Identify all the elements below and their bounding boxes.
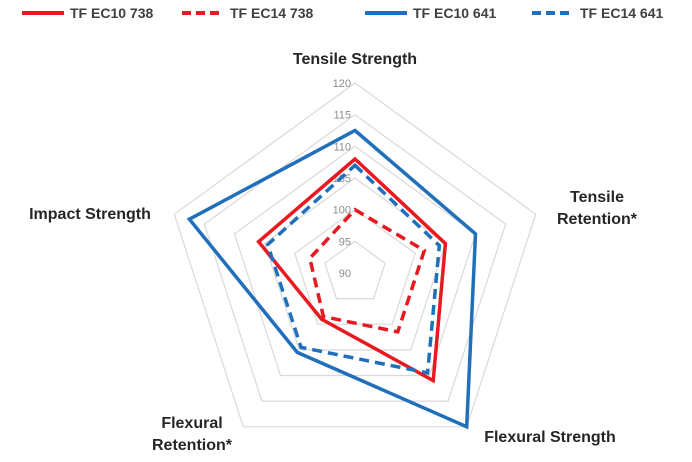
axis-label: Flexural Strength [484,429,616,446]
axis-label: Retention* [152,437,233,454]
grid-ring [324,240,386,300]
legend-entry: TF EC14 738 [230,5,313,21]
tick-label: 110 [333,141,351,153]
legend-entry: TF EC14 641 [580,5,663,21]
tick-label: 95 [339,236,351,248]
series-line-tf-ec14-641 [265,162,442,376]
radar-grid [173,82,537,428]
tick-label: 120 [333,78,351,90]
axis-label: Tensile [570,189,624,206]
axis-labels: Tensile Strength Tensile Retention* Flexura… [29,51,638,454]
series-line-tf-ec14-738 [307,207,427,334]
series-line-tf-ec10-641 [186,128,478,430]
tick-label: 115 [333,110,351,122]
axis-label: Tensile Strength [293,51,417,68]
legend: TF EC10 738 TF EC14 738 TF EC10 641 TF EC14… [22,5,663,21]
axis-label: Retention* [557,211,638,228]
axis-label: Flexural [161,415,222,432]
data-series [186,128,478,430]
grid-ring [233,145,477,377]
grid-ring [203,113,507,402]
legend-entry: TF EC10 738 [70,5,153,21]
tick-label: 100 [333,205,351,217]
legend-entry: TF EC10 641 [413,5,496,21]
axis-label: Impact Strength [29,206,151,223]
grid-ring [173,82,537,428]
tick-label: 90 [339,268,351,280]
series-line-tf-ec10-738 [256,156,448,384]
